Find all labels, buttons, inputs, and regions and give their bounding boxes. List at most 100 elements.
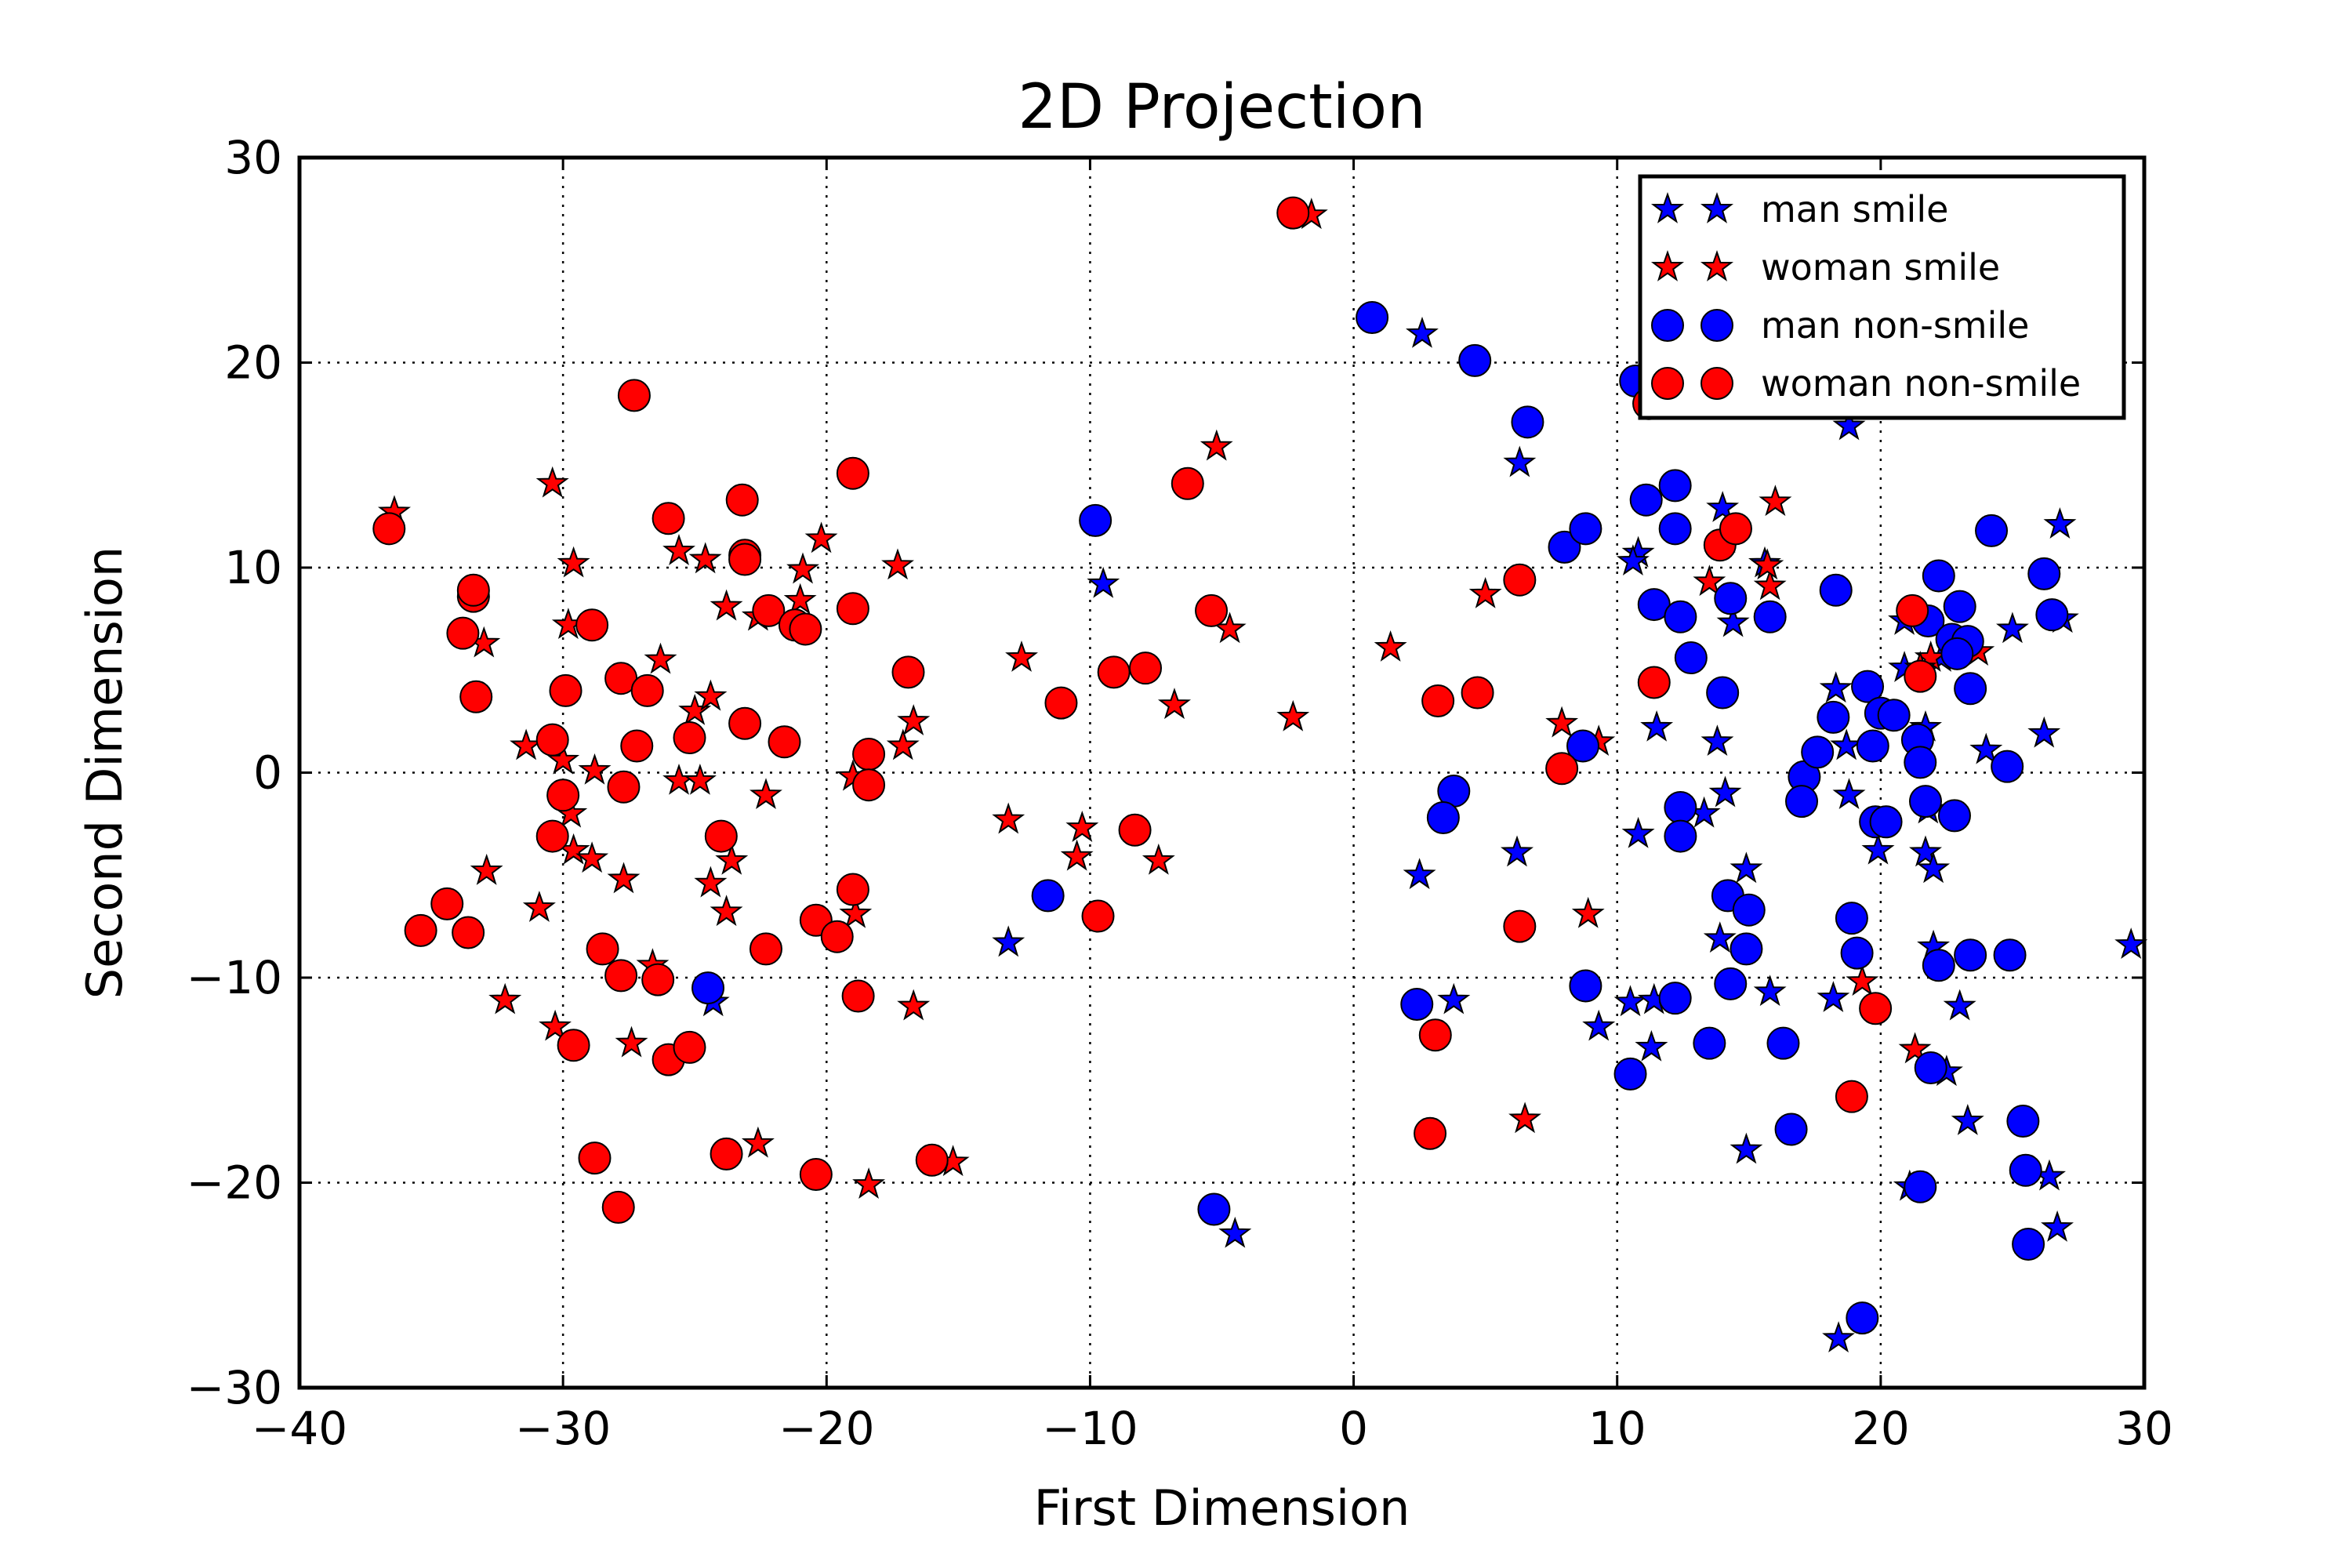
woman-non-smile-point bbox=[836, 873, 869, 906]
woman-smile-point bbox=[688, 542, 722, 574]
woman-smile-point bbox=[881, 548, 914, 580]
woman-smile-point bbox=[644, 642, 677, 674]
man-non-smile-point bbox=[1674, 641, 1708, 675]
man-smile-legend-label: man smile bbox=[1761, 188, 1948, 230]
woman-smile-point bbox=[1200, 429, 1233, 461]
woman-non-smile-point bbox=[459, 680, 493, 713]
man-smile-point bbox=[2027, 716, 2061, 748]
man-non-smile-point bbox=[691, 971, 725, 1005]
man-smile-legend-marker bbox=[1650, 191, 1685, 223]
man-non-smile-point bbox=[1548, 530, 1581, 564]
woman-non-smile-point bbox=[789, 612, 822, 646]
man-non-smile-point bbox=[1937, 799, 1971, 833]
man-non-smile-legend-label: man non-smile bbox=[1761, 304, 2029, 347]
man-non-smile-point bbox=[1426, 801, 1460, 835]
y-tick-label: −10 bbox=[187, 951, 282, 1004]
x-axis-label: First Dimension bbox=[1034, 1479, 1410, 1537]
man-smile-point bbox=[1969, 732, 2003, 764]
man-non-smile-point bbox=[1909, 785, 1943, 818]
x-tick-label: −40 bbox=[252, 1402, 347, 1455]
x-tick-label: 20 bbox=[1852, 1402, 1910, 1455]
woman-smile-point bbox=[1846, 964, 1879, 996]
man-smile-point bbox=[1703, 921, 1737, 953]
woman-smile-point bbox=[750, 778, 782, 810]
man-non-smile-point bbox=[1400, 987, 1434, 1021]
man-non-smile-point bbox=[1079, 503, 1112, 537]
woman-non-smile-point bbox=[799, 1158, 833, 1192]
y-tick-label: 30 bbox=[224, 131, 282, 184]
woman-smile-point bbox=[1693, 564, 1726, 597]
man-smile-point bbox=[1951, 1103, 1984, 1135]
woman-smile-legend-label: woman smile bbox=[1761, 246, 2000, 289]
woman-non-smile-point bbox=[549, 673, 583, 707]
man-non-smile-point bbox=[1954, 938, 1987, 972]
man-non-smile-point bbox=[1664, 600, 1697, 633]
woman-non-smile-point bbox=[841, 979, 875, 1013]
x-tick-label: 0 bbox=[1339, 1402, 1368, 1455]
man-smile-point bbox=[1832, 408, 1866, 441]
woman-smile-point bbox=[488, 982, 522, 1014]
woman-non-smile-point bbox=[1904, 659, 1937, 693]
woman-non-smile-legend-marker bbox=[1651, 367, 1684, 400]
man-smile-point bbox=[1819, 671, 1853, 703]
woman-non-smile-point bbox=[1859, 992, 1893, 1025]
woman-smile-point bbox=[1898, 1032, 1932, 1064]
man-non-smile-point bbox=[1774, 1112, 1808, 1146]
man-non-smile-point bbox=[1569, 512, 1602, 546]
man-non-smile-point bbox=[1940, 637, 1974, 670]
man-non-smile-point bbox=[1569, 969, 1602, 1003]
woman-non-smile-point bbox=[641, 963, 675, 996]
man-non-smile-legend-marker bbox=[1700, 309, 1733, 342]
woman-smile-legend-marker bbox=[1650, 249, 1685, 281]
man-non-smile-point bbox=[1629, 483, 1663, 517]
woman-non-smile-point bbox=[601, 1190, 635, 1224]
man-non-smile-point bbox=[1904, 1170, 1937, 1203]
man-non-smile-point bbox=[1801, 735, 1835, 769]
man-smile-point bbox=[1730, 1132, 1763, 1164]
man-non-smile-point bbox=[1714, 582, 1748, 615]
man-smile-point bbox=[1730, 851, 1763, 884]
woman-non-smile-point bbox=[446, 616, 480, 650]
woman-non-smile-point bbox=[630, 673, 664, 707]
man-non-smile-point bbox=[1914, 1051, 1947, 1085]
woman-smile-point bbox=[1060, 839, 1094, 871]
woman-smile-point bbox=[539, 1009, 572, 1041]
woman-non-smile-point bbox=[728, 543, 762, 576]
woman-smile-point bbox=[535, 466, 569, 498]
woman-smile-point bbox=[1571, 896, 1605, 928]
man-non-smile-point bbox=[1954, 672, 1987, 706]
man-smile-point bbox=[1943, 989, 1976, 1021]
woman-non-smile-point bbox=[852, 737, 886, 771]
woman-non-smile-point bbox=[673, 721, 706, 755]
y-tick-label: 0 bbox=[253, 746, 282, 800]
man-non-smile-point bbox=[1706, 676, 1740, 710]
man-smile-point bbox=[1500, 835, 1534, 867]
woman-non-smile-point bbox=[617, 379, 651, 412]
woman-smile-point bbox=[694, 679, 728, 711]
woman-smile-point bbox=[1142, 843, 1175, 875]
woman-non-smile-point bbox=[1503, 909, 1537, 943]
woman-smile-point bbox=[992, 802, 1025, 834]
woman-non-smile-point bbox=[1896, 593, 1929, 627]
woman-non-smile-point bbox=[1097, 655, 1131, 689]
man-smile-point bbox=[992, 925, 1025, 957]
man-non-smile-point bbox=[1840, 936, 1874, 970]
woman-smile-point bbox=[615, 1025, 648, 1058]
man-non-smile-point bbox=[1766, 1026, 1800, 1060]
man-non-smile-point bbox=[1714, 967, 1748, 1000]
woman-non-smile-point bbox=[1276, 196, 1310, 230]
man-non-smile-point bbox=[2006, 1105, 2040, 1138]
woman-smile-point bbox=[1157, 688, 1192, 720]
chart-title: 2D Projection bbox=[1018, 72, 1425, 143]
woman-smile-point bbox=[783, 583, 817, 615]
man-smile-point bbox=[1503, 445, 1537, 477]
man-non-smile-point bbox=[1835, 902, 1868, 935]
woman-non-smile-point bbox=[1195, 593, 1229, 627]
man-non-smile-point bbox=[2035, 598, 2069, 632]
woman-non-smile-point bbox=[1461, 676, 1494, 710]
woman-non-smile-point bbox=[725, 483, 759, 517]
woman-smile-point bbox=[557, 546, 590, 578]
woman-non-smile-point bbox=[1637, 666, 1671, 699]
man-smile-point bbox=[1582, 1009, 1616, 1041]
